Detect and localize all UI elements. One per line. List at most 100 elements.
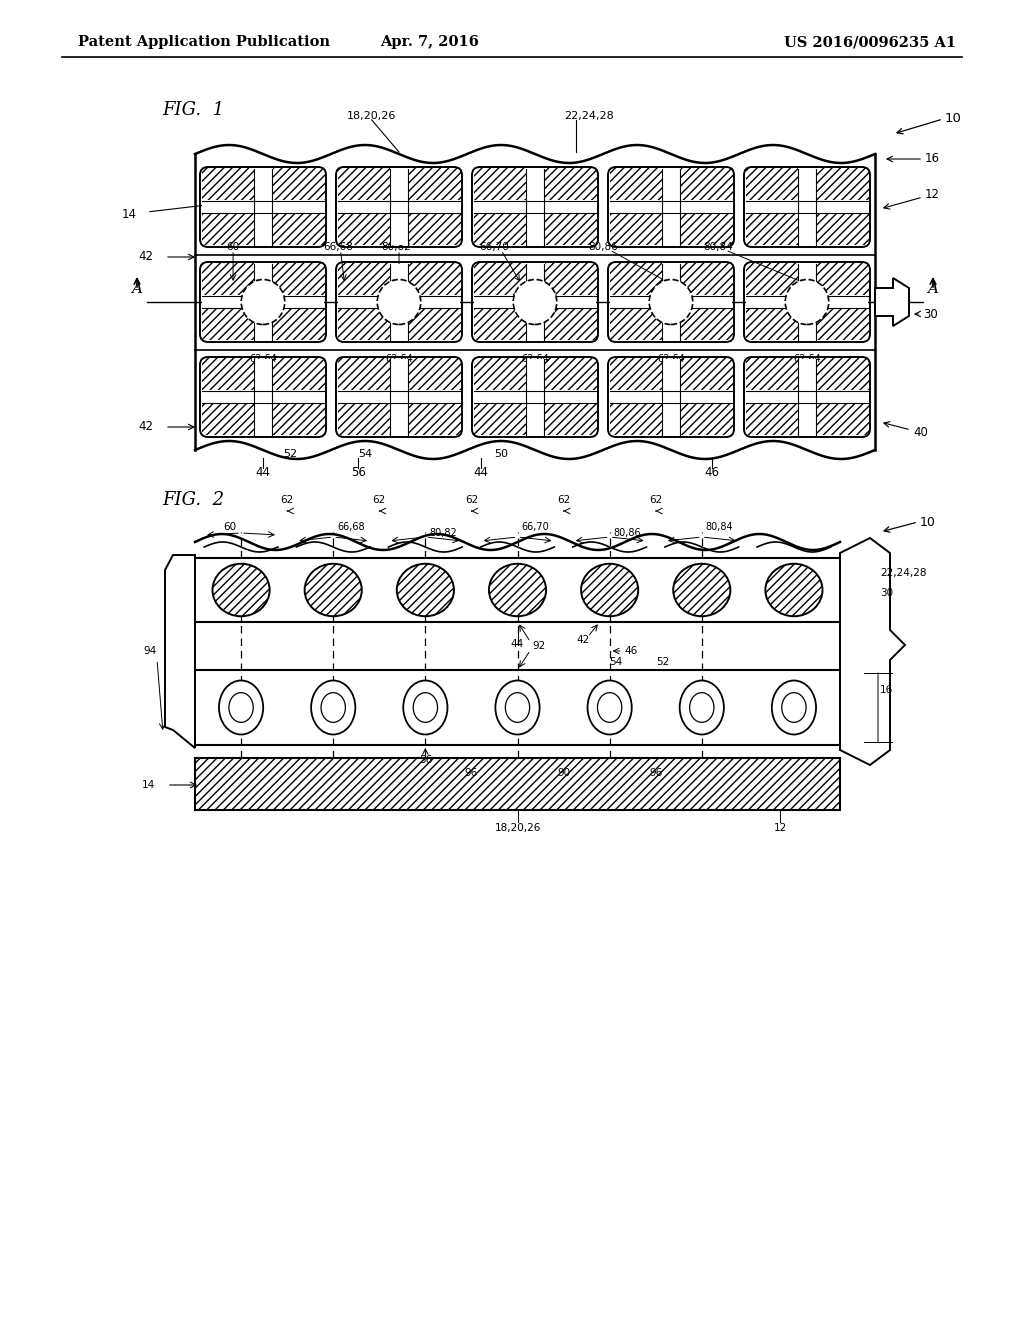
Bar	[338, 168, 390, 201]
Text: 66,68: 66,68	[323, 242, 352, 252]
Bar	[474, 403, 526, 436]
Bar	[195, 758, 840, 810]
Text: Patent Application Publication: Patent Application Publication	[78, 36, 330, 49]
Bar	[474, 391, 596, 403]
Ellipse shape	[488, 564, 546, 616]
Text: 16: 16	[880, 685, 893, 696]
Text: 16: 16	[925, 153, 940, 165]
FancyBboxPatch shape	[472, 261, 598, 342]
Bar	[526, 169, 544, 246]
Bar	[798, 264, 816, 341]
Text: 60: 60	[226, 242, 240, 252]
Text: 80,82: 80,82	[381, 242, 412, 252]
Bar	[195, 758, 840, 810]
FancyBboxPatch shape	[744, 356, 870, 437]
Text: 96: 96	[465, 768, 478, 777]
Text: 96: 96	[649, 768, 663, 777]
Bar	[202, 403, 254, 436]
Bar	[681, 213, 733, 246]
Ellipse shape	[219, 681, 263, 734]
Bar	[610, 308, 663, 341]
Bar	[610, 168, 663, 201]
Ellipse shape	[581, 564, 638, 616]
Text: 40: 40	[913, 425, 928, 438]
Bar	[610, 391, 732, 403]
Bar	[798, 169, 816, 246]
Bar	[338, 296, 460, 308]
Bar	[681, 358, 733, 391]
Ellipse shape	[322, 693, 345, 722]
Bar	[545, 213, 597, 246]
Bar	[817, 168, 869, 201]
Text: 62,64: 62,64	[385, 354, 413, 364]
Bar	[610, 263, 663, 296]
Text: 52: 52	[284, 449, 297, 459]
Bar	[474, 358, 526, 391]
Text: 54: 54	[609, 657, 623, 667]
Text: 56: 56	[419, 755, 432, 766]
Ellipse shape	[213, 564, 269, 616]
Text: 62: 62	[557, 495, 570, 506]
Bar	[798, 359, 816, 436]
Polygon shape	[840, 539, 905, 766]
FancyBboxPatch shape	[472, 168, 598, 247]
Bar	[663, 359, 680, 436]
Text: US 2016/0096235 A1: US 2016/0096235 A1	[784, 36, 956, 49]
Text: 80,84: 80,84	[706, 521, 733, 532]
Bar	[254, 169, 271, 246]
FancyBboxPatch shape	[336, 168, 462, 247]
Text: 18,20,26: 18,20,26	[347, 111, 396, 121]
Text: 94: 94	[143, 647, 157, 656]
Bar	[272, 168, 325, 201]
Ellipse shape	[242, 280, 285, 325]
Bar	[202, 308, 254, 341]
Ellipse shape	[781, 693, 806, 722]
Text: 22,24,28: 22,24,28	[880, 568, 927, 578]
FancyBboxPatch shape	[336, 356, 462, 437]
Bar	[254, 359, 271, 436]
Bar	[202, 391, 324, 403]
Text: 42: 42	[577, 635, 590, 645]
Text: 90: 90	[557, 768, 570, 777]
Bar	[545, 358, 597, 391]
Ellipse shape	[229, 693, 253, 722]
Polygon shape	[874, 279, 909, 326]
Text: 62,64: 62,64	[521, 354, 549, 364]
FancyBboxPatch shape	[200, 356, 326, 437]
Bar	[663, 169, 680, 246]
Text: 10: 10	[920, 516, 936, 528]
Ellipse shape	[765, 564, 822, 616]
Text: 62,64: 62,64	[794, 354, 821, 364]
Bar	[817, 403, 869, 436]
Text: 46: 46	[705, 466, 719, 479]
Text: 62: 62	[373, 495, 386, 506]
Bar	[202, 168, 254, 201]
Bar	[681, 403, 733, 436]
Bar	[202, 263, 254, 296]
Bar	[202, 213, 254, 246]
Ellipse shape	[785, 280, 828, 325]
Ellipse shape	[377, 280, 421, 325]
Bar	[817, 358, 869, 391]
Text: 66,70: 66,70	[479, 242, 509, 252]
Ellipse shape	[311, 681, 355, 734]
Bar	[681, 308, 733, 341]
Text: 80,86: 80,86	[613, 528, 641, 539]
Bar	[663, 264, 680, 341]
Text: 66,68: 66,68	[337, 521, 365, 532]
Bar	[746, 308, 798, 341]
Text: 62: 62	[649, 495, 663, 506]
Bar	[390, 264, 408, 341]
Text: 50: 50	[494, 449, 508, 459]
Text: 44: 44	[256, 466, 270, 479]
Ellipse shape	[673, 564, 730, 616]
Text: 62: 62	[465, 495, 478, 506]
Bar	[610, 358, 663, 391]
Bar	[272, 358, 325, 391]
Bar	[272, 403, 325, 436]
Text: 92: 92	[532, 642, 546, 651]
Ellipse shape	[496, 681, 540, 734]
Text: 54: 54	[358, 449, 372, 459]
Ellipse shape	[305, 564, 361, 616]
Bar	[202, 201, 324, 213]
